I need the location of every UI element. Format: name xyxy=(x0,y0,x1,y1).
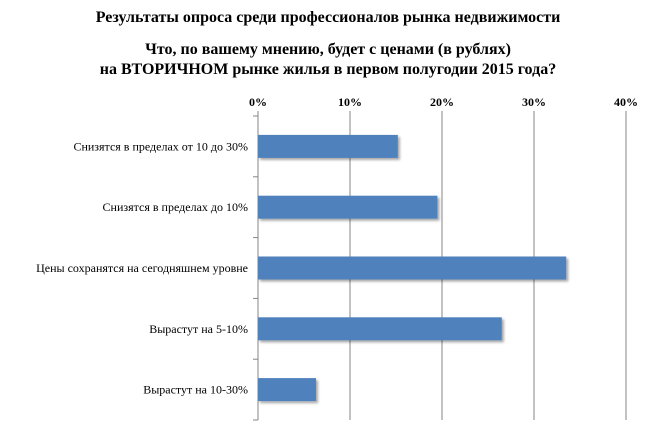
category-label: Снизятся в пределах от 10 до 30% xyxy=(73,139,248,153)
x-tick-label: 10% xyxy=(338,95,362,109)
bar xyxy=(258,195,438,219)
x-tick-label: 0% xyxy=(249,95,267,109)
chart-subtitle-line-1: Что, по вашему мнению, будет с ценами (в… xyxy=(145,41,511,58)
category-label: Снизятся в пределах до 10% xyxy=(103,200,248,214)
x-tick-label: 20% xyxy=(430,95,454,109)
bar xyxy=(258,134,398,158)
bar xyxy=(258,256,567,280)
category-label: Цены сохранятся на сегодняшнем уровне xyxy=(36,261,248,275)
bar xyxy=(258,378,316,402)
category-label: Вырастут на 10-30% xyxy=(143,383,248,397)
x-tick-label: 40% xyxy=(614,95,638,109)
chart-title: Результаты опроса среди профессионалов р… xyxy=(95,9,561,26)
category-label: Вырастут на 5-10% xyxy=(149,322,248,336)
x-tick-label: 30% xyxy=(522,95,546,109)
bar xyxy=(258,317,502,341)
chart-subtitle-line-2: на ВТОРИЧНОМ рынке жилья в первом полуго… xyxy=(99,61,557,78)
